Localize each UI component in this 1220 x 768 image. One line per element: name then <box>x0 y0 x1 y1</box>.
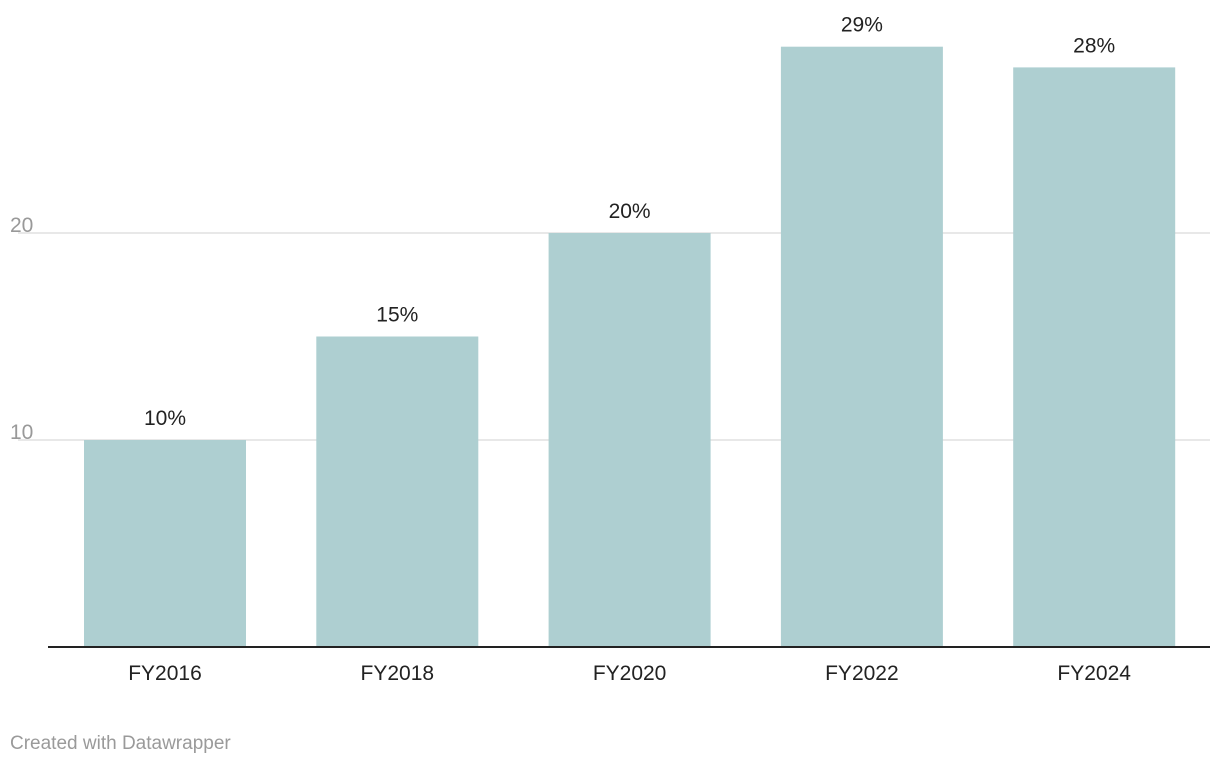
x-tick-label: FY2020 <box>593 662 667 685</box>
bar-value-label: 10% <box>144 407 186 430</box>
bar-value-label: 15% <box>376 304 418 327</box>
y-tick-label: 10 <box>10 421 33 444</box>
bar-value-label: 28% <box>1073 34 1115 57</box>
x-tick-label: FY2016 <box>128 662 202 685</box>
bar <box>548 233 711 647</box>
bar-value-label: 29% <box>841 14 883 37</box>
x-tick-label: FY2022 <box>825 662 899 685</box>
bar-chart: 10 20 10% FY2016 15% FY2018 20% FY2020 29% FY2022… <box>10 14 1210 685</box>
bar <box>1013 67 1176 647</box>
x-tick-label: FY2024 <box>1057 662 1131 685</box>
bar-value-label: 20% <box>609 200 651 223</box>
bar <box>780 46 943 647</box>
bar <box>84 440 246 647</box>
bar <box>316 336 479 647</box>
y-tick-label: 20 <box>10 214 33 237</box>
x-tick-label: FY2018 <box>361 662 435 685</box>
credit-text: Created with Datawrapper <box>10 733 231 754</box>
